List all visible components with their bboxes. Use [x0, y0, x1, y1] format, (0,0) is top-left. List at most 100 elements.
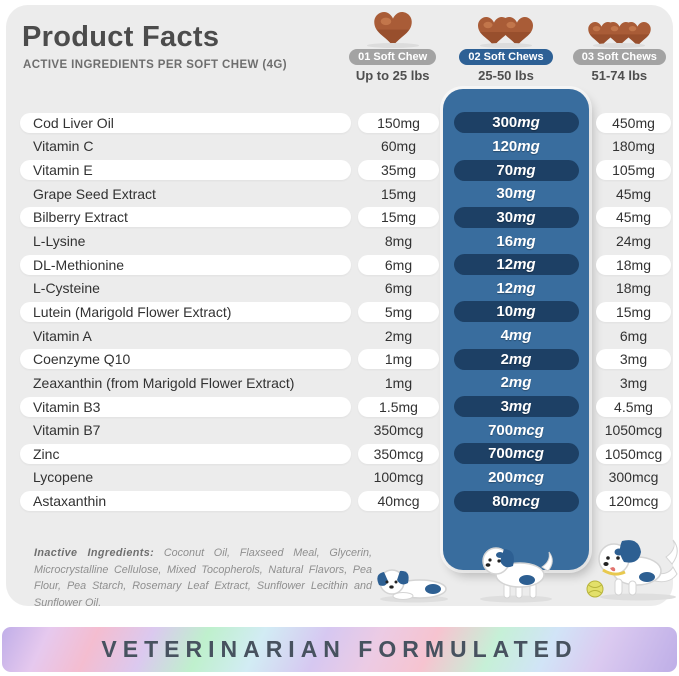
- dose-2-cell: 12mg: [443, 254, 589, 276]
- chew-count-badge: 02 Soft Chews: [459, 49, 553, 65]
- chew-count-badge: 03 Soft Chews: [572, 49, 666, 65]
- ingredient-name: Zinc: [20, 443, 351, 464]
- dose-1-value: 1mg: [358, 349, 439, 370]
- table-row: Bilberry Extract 15mg 30mg 45mg: [20, 206, 671, 230]
- soft-chew-icon: [501, 17, 534, 47]
- dose-2-value: 4mg: [500, 327, 532, 345]
- chew-shadow: [366, 43, 419, 48]
- dose-2-value: 2mg: [500, 374, 532, 392]
- ingredient-name: L-Cysteine: [33, 280, 100, 297]
- chew-shadow: [479, 43, 532, 48]
- puppy-walking-icon: [480, 547, 553, 603]
- chew-count-badge: 01 Soft Chew: [349, 49, 437, 65]
- table-row: Coenzyme Q10 1mg 2mg 3mg: [20, 347, 671, 371]
- dose-1-value: 150mg: [358, 112, 439, 133]
- dose-1-value: 40mcg: [358, 491, 439, 512]
- dose-1-value: 35mg: [358, 160, 439, 181]
- page-title: Product Facts: [22, 21, 220, 53]
- dose-1-value: 15mg: [380, 185, 417, 202]
- dose-2-value: 80mcg: [453, 490, 579, 512]
- dose-2-value: 200mcg: [488, 468, 544, 486]
- table-row: Astaxanthin 40mcg 80mcg 120mcg: [20, 489, 671, 513]
- dose-2-value: 70mg: [453, 159, 579, 181]
- dose-3-value: 15mg: [596, 301, 671, 322]
- dose-2-value: 700mcg: [453, 443, 579, 465]
- dose-2-cell: 30mg: [443, 183, 589, 204]
- page-subtitle: ACTIVE INGREDIENTS PER SOFT CHEW (4G): [23, 59, 287, 71]
- dose-1-value: 15mg: [358, 207, 439, 228]
- dose-2-cell: 16mg: [443, 231, 589, 252]
- table-row: Vitamin B7 350mcg 700mcg 1050mcg: [20, 418, 671, 442]
- dose-3-value: 180mg: [612, 138, 655, 155]
- dose-3-value: 450mg: [596, 112, 671, 133]
- footer-banner: VETERINARIAN FORMULATED: [2, 627, 677, 672]
- dose-2-cell: 4mg: [443, 325, 589, 346]
- dose-2-value: 3mg: [453, 396, 579, 417]
- dose-1-value: 6mg: [384, 280, 413, 297]
- puppy-lying-icon: [377, 569, 448, 603]
- dose-2-value: 2mg: [453, 348, 579, 370]
- dose-1-value: 6mg: [358, 254, 439, 275]
- ingredient-name: Coenzyme Q10: [20, 349, 351, 370]
- ingredient-name: Vitamin A: [33, 327, 92, 344]
- weight-range-label: 51-74 lbs: [591, 68, 648, 83]
- ingredient-name: Astaxanthin: [20, 491, 351, 512]
- soft-chew-icon: [373, 12, 412, 47]
- table-row: Lycopene 100mcg 200mcg 300mcg: [20, 466, 671, 490]
- dose-2-value: 120mg: [492, 137, 540, 155]
- dose-2-value: 30mg: [496, 185, 536, 203]
- footer-text: VETERINARIAN FORMULATED: [101, 636, 578, 662]
- dose-2-cell: 2mg: [443, 348, 589, 370]
- dose-2-value: 300mg: [453, 112, 579, 134]
- dose-3-value: 3mg: [619, 374, 648, 391]
- table-row: DL-Methionine 6mg 12mg 18mg: [20, 253, 671, 277]
- table-row: Lutein (Marigold Flower Extract) 5mg 10mg 1…: [20, 300, 671, 324]
- dose-3-value: 45mg: [596, 207, 671, 228]
- dose-1-value: 2mg: [384, 327, 413, 344]
- dose-2-cell: 2mg: [443, 372, 589, 393]
- inactive-ingredients-label: Inactive Ingredients:: [34, 547, 155, 559]
- chew-columns: 01 Soft Chew Up to 25 lbs 02 Soft Chews 25-…: [336, 11, 676, 83]
- dose-1-value: 60mg: [380, 138, 417, 155]
- dose-3-value: 24mg: [615, 233, 652, 250]
- table-row: L-Cysteine 6mg 12mg 18mg: [20, 276, 671, 300]
- ingredient-name: Bilberry Extract: [20, 207, 351, 228]
- table-row: Zinc 350mcg 700mcg 1050mcg: [20, 442, 671, 466]
- table-row: Cod Liver Oil 150mg 300mg 450mg: [20, 111, 671, 135]
- dose-3-value: 45mg: [615, 185, 652, 202]
- dose-3-value: 3mg: [596, 349, 671, 370]
- ingredient-name: Zeaxanthin (from Marigold Flower Extract…: [33, 374, 295, 391]
- dose-2-value: 30mg: [453, 206, 579, 228]
- soft-chew-icon: [624, 22, 651, 47]
- ingredient-name: Lutein (Marigold Flower Extract): [20, 301, 351, 322]
- ingredient-name: Vitamin B3: [20, 396, 351, 417]
- ingredient-name: Vitamin B7: [33, 422, 101, 439]
- dose-1-value: 350mcg: [373, 422, 424, 439]
- chew-shadow: [593, 43, 646, 48]
- dose-2-cell: 300mg: [443, 112, 589, 134]
- ingredient-name: Lycopene: [33, 469, 94, 486]
- dose-3-value: 1050mcg: [596, 443, 671, 464]
- dose-2-cell: 80mcg: [443, 490, 589, 512]
- table-row: Grape Seed Extract 15mg 30mg 45mg: [20, 182, 671, 206]
- dose-3-value: 120mcg: [596, 491, 671, 512]
- dose-1-value: 1.5mg: [358, 396, 439, 417]
- table-row: Vitamin C 60mg 120mg 180mg: [20, 135, 671, 159]
- chew-column-1: 01 Soft Chew Up to 25 lbs: [336, 11, 449, 83]
- dose-1-value: 350mcg: [358, 443, 439, 464]
- dose-2-cell: 700mcg: [443, 420, 589, 441]
- table-row: L-Lysine 8mg 16mg 24mg: [20, 229, 671, 253]
- inactive-ingredients-text: Coconut Oil, Flaxseed Meal, Glycerin, Mi…: [34, 547, 372, 610]
- dose-2-cell: 3mg: [443, 396, 589, 417]
- dose-1-value: 8mg: [384, 233, 413, 250]
- dose-3-value: 105mg: [596, 160, 671, 181]
- dose-3-value: 300mcg: [608, 469, 659, 486]
- dose-2-cell: 10mg: [443, 301, 589, 323]
- table-row: Zeaxanthin (from Marigold Flower Extract…: [20, 371, 671, 395]
- ingredient-name: Vitamin E: [20, 160, 351, 181]
- dose-3-value: 1050mcg: [604, 422, 663, 439]
- dose-3-value: 18mg: [596, 254, 671, 275]
- dose-3-value: 6mg: [619, 327, 648, 344]
- dose-2-value: 12mg: [453, 254, 579, 276]
